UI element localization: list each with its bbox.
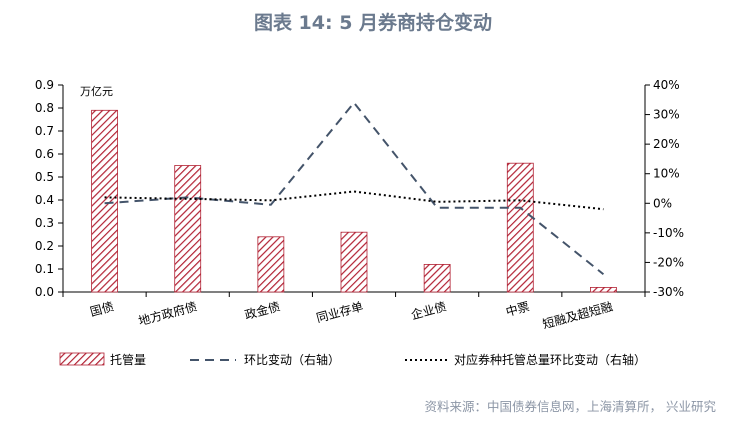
left-tick-label: 0.8 bbox=[35, 101, 54, 115]
legend-swatch-bar bbox=[59, 352, 105, 366]
left-tick-label: 0.1 bbox=[35, 262, 54, 276]
dotted-line-series bbox=[104, 190, 604, 211]
x-tick-label: 同业存单 bbox=[315, 299, 365, 325]
bar bbox=[423, 263, 451, 293]
left-tick-label: 0.3 bbox=[35, 216, 54, 230]
source-note: 资料来源：中国债券信息网，上海清算所， 兴业研究 bbox=[424, 399, 716, 414]
right-tick-label: 10% bbox=[653, 167, 680, 181]
bar bbox=[590, 286, 617, 293]
right-tick-label: -10% bbox=[653, 226, 684, 240]
x-tick-label: 短融及超短融 bbox=[541, 298, 614, 331]
right-tick-label: -30% bbox=[653, 285, 684, 299]
x-tick-label: 中票 bbox=[504, 298, 531, 319]
right-tick-label: 40% bbox=[653, 78, 680, 92]
bar bbox=[506, 162, 534, 293]
left-tick-label: 0.0 bbox=[35, 285, 54, 299]
line-series bbox=[104, 101, 605, 276]
left-tick-label: 0.2 bbox=[35, 239, 54, 253]
dashed-line-series bbox=[104, 101, 605, 276]
bar bbox=[91, 109, 118, 293]
legend-label: 对应券种托管总量环比变动（右轴） bbox=[454, 352, 646, 367]
right-tick-label: 30% bbox=[653, 108, 680, 122]
legend-label: 环比变动（右轴） bbox=[244, 352, 340, 367]
axes: 0.0 0.1 0.2 0.3 0.4 0.5 0.6 0.7 0.8 0.9 -30% -20% -1… bbox=[35, 78, 684, 332]
x-tick-label: 政金债 bbox=[243, 298, 282, 322]
bar bbox=[257, 236, 285, 293]
bar-series bbox=[91, 109, 617, 293]
left-tick-label: 0.7 bbox=[35, 124, 54, 138]
left-tick-label: 0.9 bbox=[35, 78, 54, 92]
x-tick-label: 地方政府债 bbox=[137, 298, 199, 328]
chart-title: 图表 14: 5 月券商持仓变动 bbox=[253, 12, 493, 34]
legend: 托管量 环比变动（右轴） 对应券种托管总量环比变动（右轴） bbox=[59, 352, 646, 367]
bar bbox=[340, 231, 368, 293]
bar bbox=[174, 165, 202, 293]
right-tick-label: 0% bbox=[653, 196, 672, 210]
left-tick-label: 0.6 bbox=[35, 147, 54, 161]
right-tick-label: -20% bbox=[653, 255, 684, 269]
legend-label: 托管量 bbox=[110, 352, 146, 367]
x-tick-label: 国债 bbox=[89, 299, 116, 319]
right-tick-label: 20% bbox=[653, 137, 680, 151]
left-tick-label: 0.5 bbox=[35, 170, 54, 184]
x-tick-label: 企业债 bbox=[409, 298, 448, 322]
y-unit-label: 万亿元 bbox=[80, 85, 113, 98]
left-tick-label: 0.4 bbox=[35, 193, 54, 207]
